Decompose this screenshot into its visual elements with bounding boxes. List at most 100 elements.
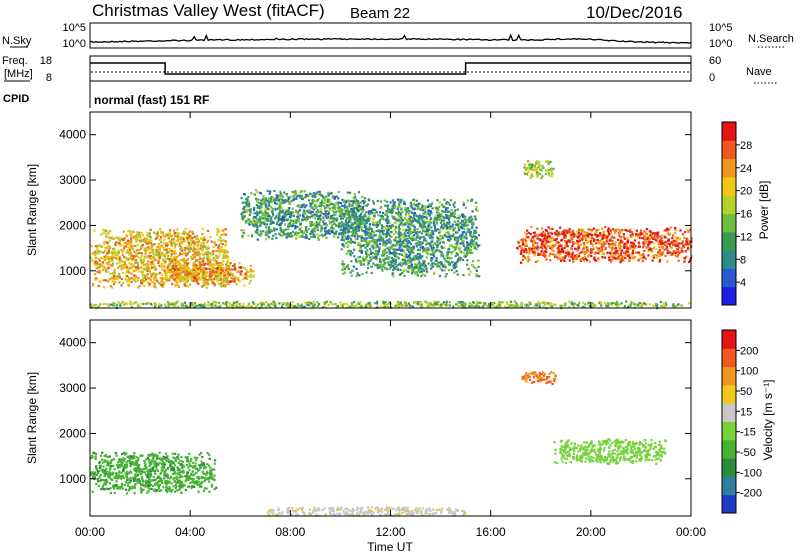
- power-cell: [332, 227, 335, 230]
- power-cell: [94, 254, 97, 257]
- power-cell: [146, 255, 149, 258]
- power-cell: [320, 229, 323, 232]
- power-cell: [433, 271, 436, 274]
- power-cell: [407, 214, 411, 217]
- power-cell: [468, 249, 471, 252]
- cpid-label: CPID: [3, 93, 29, 105]
- power-cell: [206, 281, 209, 284]
- power-cell: [283, 191, 286, 194]
- power-cell: [185, 273, 188, 276]
- power-cell: [244, 201, 247, 204]
- power-cell: [203, 277, 206, 280]
- power-cell: [348, 216, 351, 219]
- power-cell: [450, 244, 453, 247]
- power-cell: [438, 229, 441, 232]
- power-cell: [325, 224, 328, 227]
- power-cell: [645, 246, 648, 249]
- power-cell: [125, 271, 128, 274]
- power-cell: [166, 233, 169, 236]
- power-cell: [431, 249, 434, 252]
- power-cell: [417, 259, 420, 262]
- power-cell: [663, 248, 666, 251]
- power-cell: [135, 267, 138, 270]
- power-cell: [286, 232, 290, 235]
- power-cell: [436, 213, 439, 216]
- power-cell: [465, 237, 468, 240]
- power-cell: [444, 210, 447, 213]
- power-cell: [348, 252, 352, 256]
- power-cell: [353, 241, 357, 244]
- power-cell: [126, 242, 129, 245]
- power-cell: [357, 235, 360, 238]
- power-cell: [367, 234, 370, 237]
- power-cell: [325, 216, 328, 220]
- power-cell: [674, 243, 677, 246]
- power-cell: [163, 265, 166, 268]
- power-cell: [317, 238, 320, 241]
- power-cell: [173, 249, 176, 253]
- power-cell: [571, 251, 574, 254]
- power-cell: [461, 240, 464, 243]
- power-cell: [379, 214, 382, 218]
- power-cell: [107, 266, 110, 269]
- power-cell: [295, 234, 299, 237]
- power-cell: [140, 279, 143, 282]
- power-cell: [306, 215, 309, 218]
- power-cell: [448, 216, 451, 219]
- power-cell: [196, 241, 200, 244]
- power-cell: [134, 252, 137, 255]
- power-cell: [585, 234, 588, 237]
- power-cell: [400, 243, 403, 246]
- power-cell: [225, 266, 228, 269]
- power-cell: [447, 234, 450, 237]
- power-cell: [429, 221, 432, 224]
- power-cell: [640, 254, 643, 257]
- power-cell: [394, 248, 398, 251]
- power-cell: [245, 274, 248, 278]
- power-cell: [310, 212, 313, 215]
- power-cell: [432, 248, 435, 251]
- power-cell: [201, 252, 204, 255]
- power-cell: [475, 241, 478, 244]
- power-cell: [269, 217, 272, 220]
- power-cell: [233, 276, 236, 279]
- power-cell: [184, 247, 187, 250]
- power-cell: [190, 257, 193, 260]
- power-cell: [366, 243, 369, 246]
- power-cell: [420, 204, 423, 207]
- power-cell: [416, 248, 420, 251]
- power-cell: [614, 250, 617, 253]
- power-cell: [419, 257, 422, 260]
- power-cell: [451, 264, 454, 267]
- power-cell: [319, 217, 322, 220]
- power-cell: [402, 269, 405, 273]
- power-cell: [632, 244, 635, 248]
- power-cell: [273, 227, 276, 230]
- power-cell: [461, 236, 464, 239]
- power-cell: [151, 256, 154, 259]
- power-cell: [157, 252, 160, 255]
- power-cell: [415, 219, 418, 223]
- power-cell: [177, 263, 180, 266]
- power-cell: [434, 227, 437, 230]
- power-cell: [146, 248, 149, 251]
- power-cell: [348, 236, 351, 239]
- power-cell: [400, 215, 403, 218]
- power-cell: [530, 174, 533, 177]
- power-cell: [144, 278, 148, 281]
- power-cell: [421, 250, 424, 253]
- power-cell: [128, 230, 131, 233]
- power-cell: [209, 273, 212, 276]
- power-cell: [118, 272, 121, 276]
- power-cell: [416, 263, 419, 266]
- power-cell: [400, 216, 403, 219]
- power-cell: [114, 277, 117, 280]
- power-cell: [185, 254, 188, 257]
- power-cell: [150, 263, 153, 266]
- power-cell: [137, 267, 140, 270]
- power-cell: [279, 210, 282, 213]
- power-cell: [241, 217, 244, 220]
- power-cell: [271, 221, 274, 224]
- power-cell: [466, 199, 469, 202]
- power-cell: [349, 200, 352, 203]
